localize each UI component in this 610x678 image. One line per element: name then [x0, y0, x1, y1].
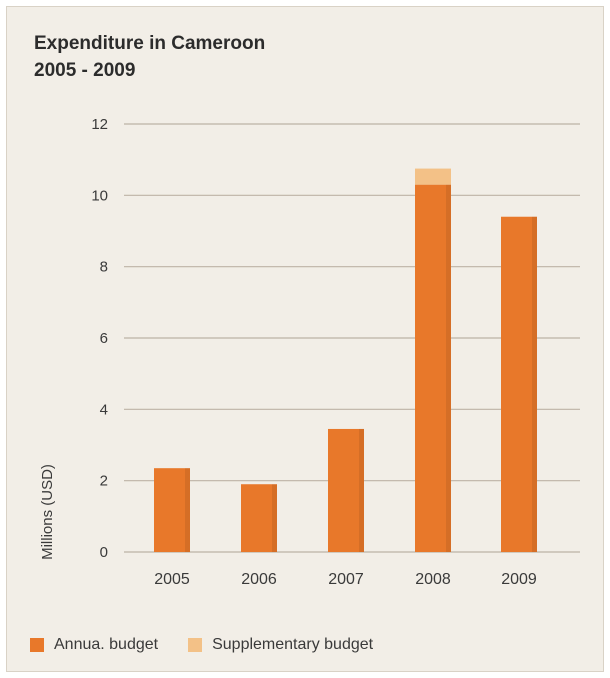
y-axis-label: Millions (USD): [39, 464, 56, 560]
y-tick-label: 12: [91, 116, 108, 133]
bar-shade-2008: [446, 184, 451, 552]
y-tick-label: 4: [100, 401, 108, 418]
x-tick-label-2007: 2007: [328, 571, 364, 588]
y-tick-label: 6: [100, 330, 108, 347]
bars: [154, 168, 537, 552]
y-tick-label: 0: [100, 544, 108, 561]
bar-shade-2006: [272, 484, 277, 552]
bar-shade-2007: [359, 428, 364, 552]
legend-item-supplementary: Supplementary budget: [188, 636, 373, 654]
bar-annual-2007: [328, 428, 364, 552]
x-tick-label-2005: 2005: [154, 571, 190, 588]
bar-annual-2006: [241, 484, 277, 552]
x-tick-label-2008: 2008: [415, 571, 451, 588]
x-tick-label-2006: 2006: [241, 571, 277, 588]
legend-swatch-supplementary: [188, 638, 203, 652]
legend-swatch-annual: [30, 638, 44, 652]
legend-label-supplementary: Supplementary budget: [212, 636, 374, 653]
chart-title: Expenditure in Cameroon 2005 - 2009: [34, 30, 265, 84]
y-tick-label: 2: [100, 473, 108, 490]
bar-annual-2008: [415, 184, 451, 552]
y-tick-label: 10: [91, 187, 108, 204]
chart-title-line-2: 2005 - 2009: [34, 60, 136, 81]
bar-annual-2005: [154, 468, 190, 552]
bar-shade-2009: [532, 216, 537, 552]
legend-item-annual: Annua. budget: [30, 636, 158, 654]
bar-supplementary-2008: [415, 168, 451, 185]
chart-title-line-1: Expenditure in Cameroon: [34, 33, 266, 54]
x-tick-label-2009: 2009: [501, 571, 537, 588]
y-axis-ticks: 0 2 4 6 8 10 12: [91, 116, 108, 561]
y-tick-label: 8: [100, 259, 108, 276]
legend: Annua. budget Supplementary budget: [30, 636, 403, 654]
legend-label-annual: Annua. budget: [54, 636, 159, 653]
bar-shade-2005: [185, 468, 190, 552]
x-axis-ticks: 2005 2006 2007 2008 2009: [154, 571, 537, 588]
bar-annual-2009: [501, 216, 537, 552]
